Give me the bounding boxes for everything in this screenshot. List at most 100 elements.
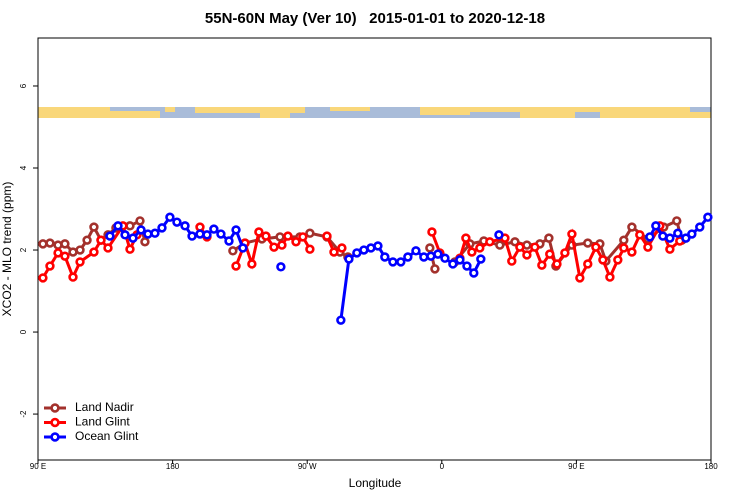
data-point — [403, 252, 413, 262]
legend-marker — [50, 417, 60, 428]
data-point — [645, 232, 655, 242]
data-point — [68, 272, 78, 282]
data-point — [507, 256, 517, 266]
data-point — [687, 229, 697, 239]
data-point — [216, 229, 226, 239]
data-point — [591, 242, 601, 252]
data-point — [461, 233, 471, 243]
data-point — [455, 255, 465, 265]
y-tick-label: 2 — [19, 247, 28, 252]
data-point — [336, 315, 346, 325]
x-axis-label: Longitude — [349, 476, 402, 490]
data-point — [396, 257, 406, 267]
data-point — [440, 253, 450, 263]
data-point — [157, 223, 167, 233]
data-point — [433, 249, 443, 259]
data-point — [136, 225, 146, 235]
x-tick-label: 90 W — [298, 462, 317, 471]
data-point — [598, 255, 608, 265]
data-point — [75, 257, 85, 267]
data-point — [276, 262, 286, 272]
data-point — [283, 231, 293, 241]
data-point — [254, 227, 264, 237]
plot-frame — [37, 37, 712, 461]
data-point — [305, 228, 315, 238]
data-point — [681, 233, 691, 243]
legend-label: Land Glint — [75, 415, 130, 429]
y-tick-label: 4 — [19, 165, 28, 170]
data-point — [703, 212, 713, 222]
data-point — [462, 261, 472, 271]
data-point — [635, 230, 645, 240]
data-point — [120, 230, 130, 240]
data-point — [224, 236, 234, 246]
data-point — [469, 268, 479, 278]
data-point — [567, 229, 577, 239]
data-point — [545, 249, 555, 259]
x-tick-label: 0 — [440, 462, 445, 471]
data-point — [75, 245, 85, 255]
data-point — [673, 228, 683, 238]
data-point — [427, 227, 437, 237]
data-point — [291, 237, 301, 247]
data-point — [172, 217, 182, 227]
x-tick-label: 180 — [704, 462, 718, 471]
data-point — [430, 264, 440, 274]
data-point — [82, 235, 92, 245]
data-point — [195, 229, 205, 239]
data-point — [113, 221, 123, 231]
data-point — [613, 255, 623, 265]
data-point — [125, 244, 135, 254]
data-point — [140, 237, 150, 247]
chart-title: 55N-60N May (Ver 10) 2015-01-01 to 2020-… — [205, 10, 545, 27]
data-point — [530, 242, 540, 252]
data-point — [476, 254, 486, 264]
data-point — [605, 272, 615, 282]
data-point — [105, 231, 115, 241]
data-point — [619, 235, 629, 245]
data-point — [275, 232, 285, 242]
data-point — [38, 239, 48, 249]
data-point — [60, 239, 70, 249]
data-point — [695, 222, 705, 232]
data-point — [475, 243, 485, 253]
data-point — [45, 261, 55, 271]
data-point — [494, 230, 504, 240]
data-point — [298, 232, 308, 242]
data-point — [495, 240, 505, 250]
data-point — [45, 238, 55, 248]
data-point — [60, 251, 70, 261]
data-point — [560, 248, 570, 258]
data-point — [322, 231, 332, 241]
data-point — [247, 259, 257, 269]
data-point — [583, 238, 593, 248]
data-point — [143, 229, 153, 239]
data-point — [150, 228, 160, 238]
data-point — [419, 252, 429, 262]
data-point — [135, 216, 145, 226]
data-point — [665, 244, 675, 254]
data-point — [467, 247, 477, 257]
data-point — [643, 242, 653, 252]
data-point — [96, 235, 106, 245]
y-tick-label: 6 — [19, 83, 28, 88]
data-point — [380, 252, 390, 262]
legend-marker — [50, 403, 60, 413]
y-tick-label: 0 — [19, 329, 28, 334]
data-point — [522, 250, 532, 260]
x-tick-label: 180 — [166, 462, 180, 471]
data-point — [305, 244, 315, 254]
data-point — [665, 233, 675, 243]
data-point — [448, 259, 458, 269]
x-tick-label: 90 E — [568, 462, 584, 471]
legend-marker — [50, 432, 60, 442]
data-point — [552, 259, 562, 269]
legend-label: Land Nadir — [75, 400, 134, 414]
data-point — [209, 224, 219, 234]
data-point — [53, 248, 63, 258]
map-strip — [38, 107, 711, 118]
data-point — [261, 231, 271, 241]
data-point — [651, 221, 661, 231]
data-point — [231, 261, 241, 271]
